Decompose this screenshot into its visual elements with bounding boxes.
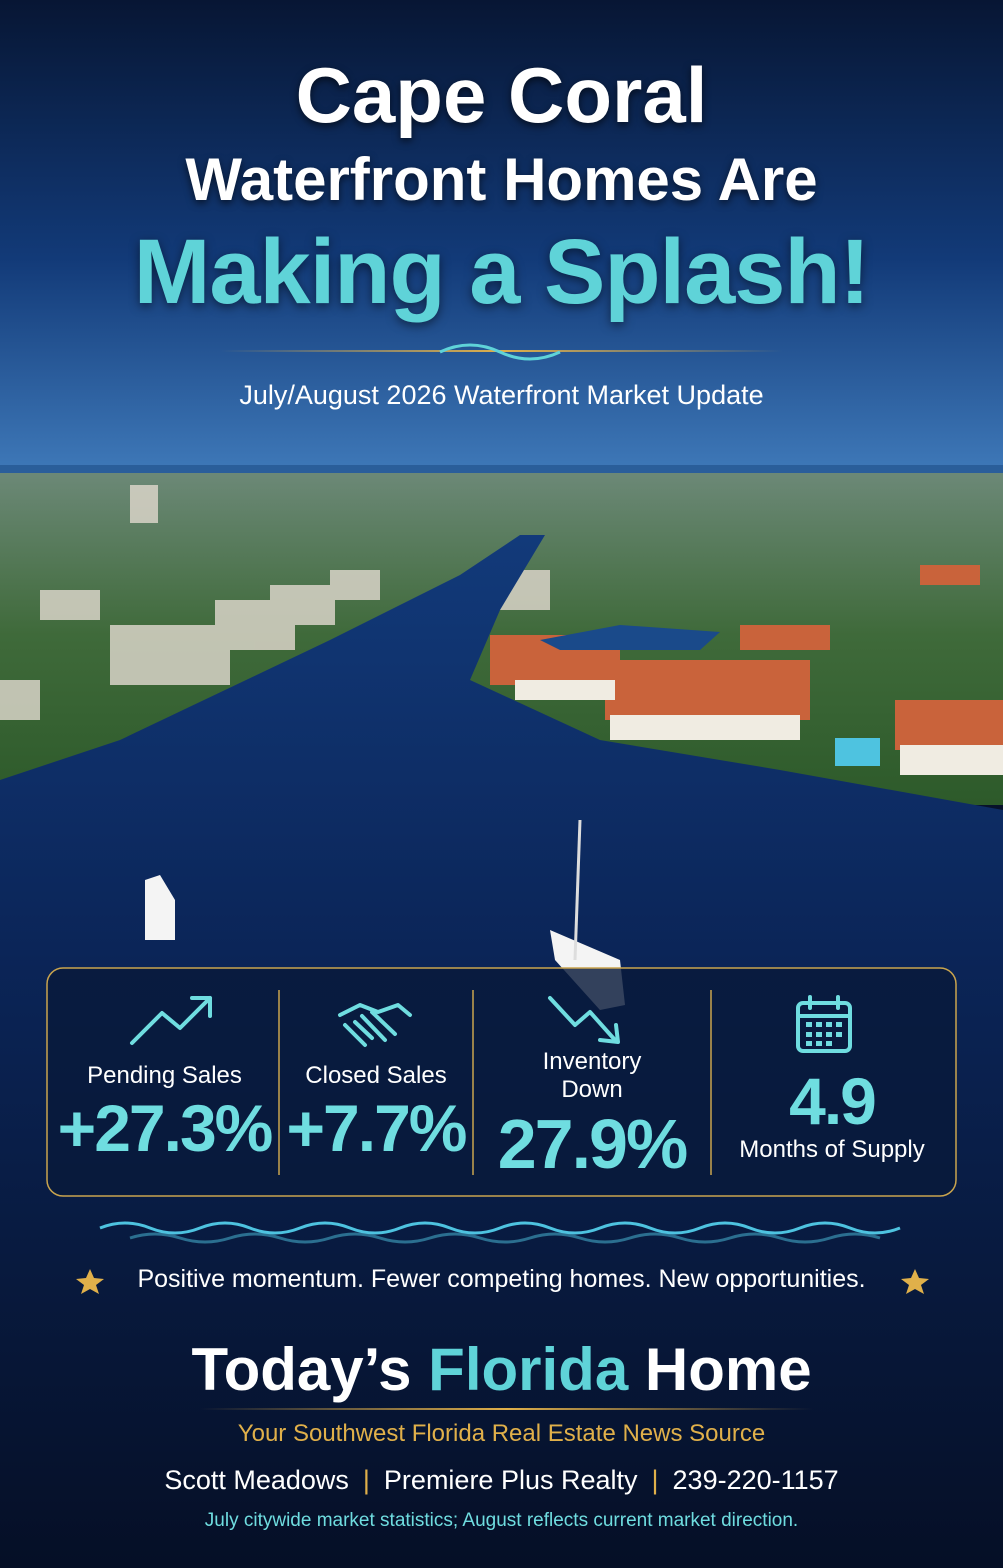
- contact-line: Scott Meadows | Premiere Plus Realty | 239-2…: [0, 1465, 1003, 1496]
- stat-label: Inventory Down: [542, 1048, 642, 1103]
- stat-card: Inventory Down 27.9%: [473, 968, 711, 1196]
- stat-card: 4.9 Months of Supply: [711, 968, 953, 1196]
- stat-card: Pending Sales +27.3%: [50, 968, 279, 1196]
- agent-name: Scott Meadows: [164, 1465, 349, 1495]
- brand-part: Home: [644, 1336, 812, 1403]
- stat-value: +7.7%: [286, 1091, 468, 1165]
- stat-label: Closed Sales: [305, 1062, 447, 1089]
- separator: |: [362, 1465, 370, 1495]
- stat-label: Pending Sales: [87, 1062, 242, 1089]
- subtitle: July/August 2026 Waterfront Market Updat…: [239, 380, 764, 410]
- title-line: Cape Coral: [295, 51, 708, 139]
- stat-value: 4.9: [789, 1064, 877, 1138]
- brand-slogan: Your Southwest Florida Real Estate News …: [237, 1420, 766, 1447]
- tagline: Positive momentum. Fewer competing homes…: [137, 1265, 866, 1293]
- footnote: July citywide market statistics; August …: [204, 1510, 799, 1531]
- brand-part: Today’s: [191, 1336, 412, 1403]
- title-highlight: Making a Splash!: [133, 221, 871, 323]
- phone: 239-220-1157: [672, 1465, 839, 1495]
- separator: |: [651, 1465, 659, 1495]
- title-line: Waterfront Homes Are: [185, 146, 818, 213]
- stat-value: 27.9%: [497, 1105, 688, 1183]
- stat-card: Closed Sales +7.7%: [279, 968, 473, 1196]
- company: Premiere Plus Realty: [383, 1465, 638, 1495]
- stat-label: Months of Supply: [739, 1136, 925, 1163]
- brand-part: Florida: [428, 1336, 629, 1403]
- brand-name: Today’s Florida Home: [0, 1335, 1003, 1404]
- stat-value: +27.3%: [57, 1091, 274, 1165]
